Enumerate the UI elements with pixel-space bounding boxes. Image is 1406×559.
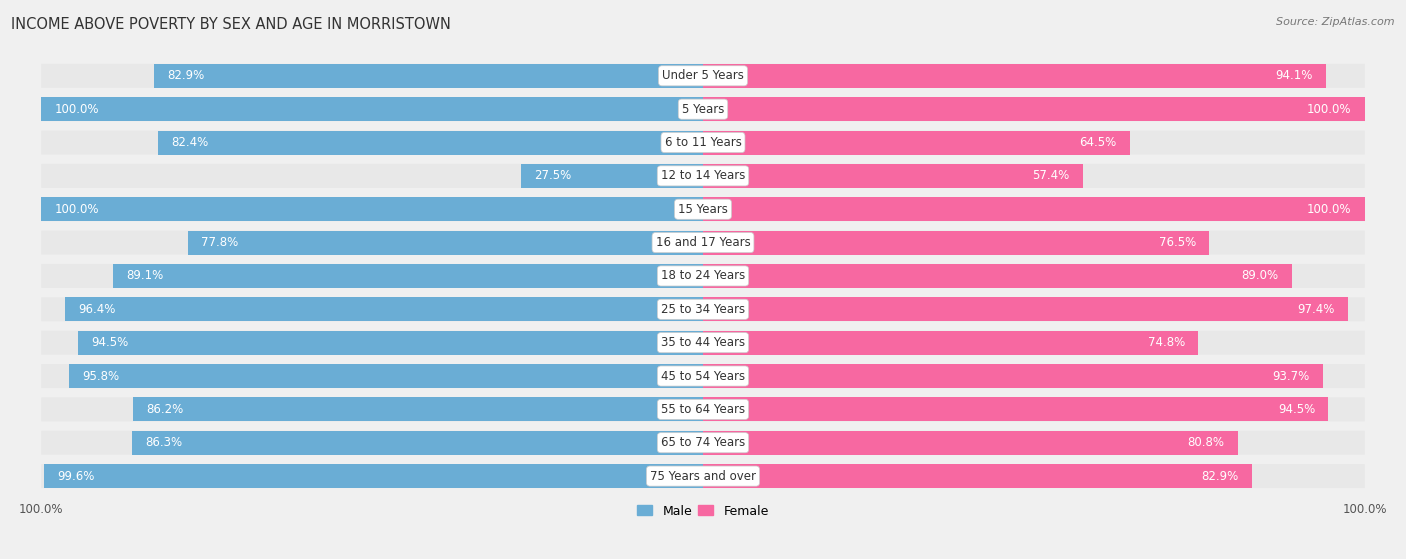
Text: 6 to 11 Years: 6 to 11 Years — [665, 136, 741, 149]
Text: 94.5%: 94.5% — [91, 336, 128, 349]
Text: 76.5%: 76.5% — [1159, 236, 1197, 249]
Bar — [703, 264, 1292, 288]
FancyBboxPatch shape — [41, 164, 703, 188]
Text: 100.0%: 100.0% — [55, 103, 98, 116]
Text: 82.9%: 82.9% — [167, 69, 205, 82]
Bar — [132, 397, 703, 421]
Text: 89.0%: 89.0% — [1241, 269, 1278, 282]
Bar — [703, 197, 1365, 221]
Text: 75 Years and over: 75 Years and over — [650, 470, 756, 482]
Text: 80.8%: 80.8% — [1188, 436, 1225, 449]
Bar — [188, 230, 703, 254]
Bar — [69, 364, 703, 388]
Text: 12 to 14 Years: 12 to 14 Years — [661, 169, 745, 182]
Text: 45 to 54 Years: 45 to 54 Years — [661, 369, 745, 382]
Bar — [114, 264, 703, 288]
FancyBboxPatch shape — [703, 230, 1365, 254]
Text: 16 and 17 Years: 16 and 17 Years — [655, 236, 751, 249]
Text: 27.5%: 27.5% — [534, 169, 571, 182]
Text: 86.3%: 86.3% — [145, 436, 183, 449]
FancyBboxPatch shape — [703, 164, 1365, 188]
Bar — [522, 164, 703, 188]
FancyBboxPatch shape — [41, 364, 703, 388]
FancyBboxPatch shape — [703, 64, 1365, 88]
Bar — [77, 330, 703, 354]
Text: 65 to 74 Years: 65 to 74 Years — [661, 436, 745, 449]
Bar — [157, 130, 703, 154]
FancyBboxPatch shape — [41, 297, 703, 321]
Text: 25 to 34 Years: 25 to 34 Years — [661, 303, 745, 316]
FancyBboxPatch shape — [703, 264, 1365, 288]
Text: 94.1%: 94.1% — [1275, 69, 1312, 82]
Bar — [703, 464, 1251, 488]
Bar — [132, 431, 703, 454]
FancyBboxPatch shape — [41, 130, 703, 154]
Text: 5 Years: 5 Years — [682, 103, 724, 116]
Text: 18 to 24 Years: 18 to 24 Years — [661, 269, 745, 282]
FancyBboxPatch shape — [703, 364, 1365, 388]
Text: INCOME ABOVE POVERTY BY SEX AND AGE IN MORRISTOWN: INCOME ABOVE POVERTY BY SEX AND AGE IN M… — [11, 17, 451, 32]
Bar — [703, 330, 1198, 354]
Text: 15 Years: 15 Years — [678, 203, 728, 216]
Text: 55 to 64 Years: 55 to 64 Years — [661, 403, 745, 416]
FancyBboxPatch shape — [703, 297, 1365, 321]
Bar — [41, 197, 703, 221]
Bar — [703, 364, 1323, 388]
Text: 89.1%: 89.1% — [127, 269, 165, 282]
Bar — [703, 164, 1083, 188]
Bar — [155, 64, 703, 88]
Bar — [703, 64, 1326, 88]
FancyBboxPatch shape — [703, 431, 1365, 454]
FancyBboxPatch shape — [41, 464, 703, 488]
Text: 100.0%: 100.0% — [1308, 203, 1351, 216]
FancyBboxPatch shape — [703, 397, 1365, 421]
FancyBboxPatch shape — [41, 64, 703, 88]
Text: 97.4%: 97.4% — [1296, 303, 1334, 316]
Bar — [703, 397, 1329, 421]
Text: 82.9%: 82.9% — [1201, 470, 1239, 482]
FancyBboxPatch shape — [703, 130, 1365, 154]
Text: 82.4%: 82.4% — [172, 136, 208, 149]
Text: Under 5 Years: Under 5 Years — [662, 69, 744, 82]
FancyBboxPatch shape — [41, 397, 703, 421]
FancyBboxPatch shape — [703, 464, 1365, 488]
FancyBboxPatch shape — [41, 330, 703, 354]
Text: 57.4%: 57.4% — [1032, 169, 1070, 182]
Text: 74.8%: 74.8% — [1147, 336, 1185, 349]
FancyBboxPatch shape — [703, 197, 1365, 221]
Text: 95.8%: 95.8% — [83, 369, 120, 382]
Text: 35 to 44 Years: 35 to 44 Years — [661, 336, 745, 349]
Legend: Male, Female: Male, Female — [633, 500, 773, 523]
Bar — [703, 297, 1347, 321]
FancyBboxPatch shape — [41, 197, 703, 221]
Bar — [703, 97, 1365, 121]
FancyBboxPatch shape — [41, 431, 703, 454]
Text: 77.8%: 77.8% — [201, 236, 239, 249]
Text: 100.0%: 100.0% — [55, 203, 98, 216]
Bar — [703, 230, 1209, 254]
FancyBboxPatch shape — [41, 97, 703, 121]
Bar — [44, 464, 703, 488]
Bar — [703, 130, 1130, 154]
Text: 64.5%: 64.5% — [1080, 136, 1116, 149]
Bar — [703, 431, 1237, 454]
Bar — [41, 97, 703, 121]
FancyBboxPatch shape — [41, 264, 703, 288]
FancyBboxPatch shape — [703, 330, 1365, 354]
FancyBboxPatch shape — [41, 230, 703, 254]
FancyBboxPatch shape — [703, 97, 1365, 121]
Text: 100.0%: 100.0% — [1308, 103, 1351, 116]
Text: 99.6%: 99.6% — [58, 470, 94, 482]
Text: Source: ZipAtlas.com: Source: ZipAtlas.com — [1277, 17, 1395, 27]
Text: 93.7%: 93.7% — [1272, 369, 1310, 382]
Bar — [65, 297, 703, 321]
Text: 96.4%: 96.4% — [79, 303, 115, 316]
Text: 94.5%: 94.5% — [1278, 403, 1315, 416]
Text: 86.2%: 86.2% — [146, 403, 183, 416]
